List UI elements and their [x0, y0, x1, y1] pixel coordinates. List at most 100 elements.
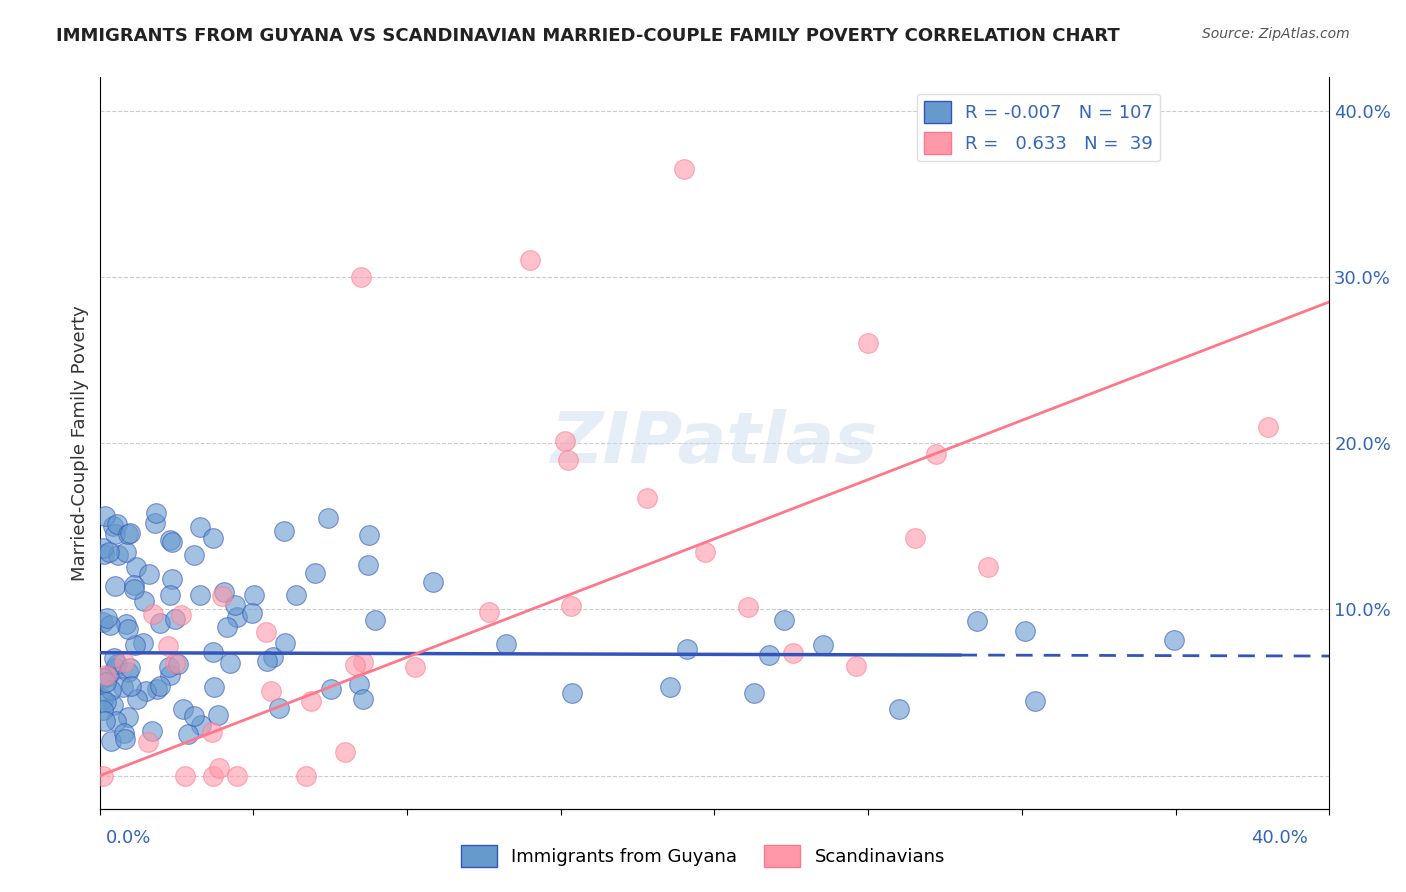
Point [782, 646, 804, 660]
Point [519, 253, 541, 268]
Point [695, 545, 717, 559]
Legend: Immigrants from Guyana, Scandinavians: Immigrants from Guyana, Scandinavians [454, 838, 952, 874]
Point [141, 723, 163, 738]
Point [105, 714, 128, 729]
Point [145, 506, 167, 520]
Point [174, 769, 197, 783]
Point [112, 726, 135, 740]
Point [226, 769, 249, 783]
Point [93, 769, 115, 783]
Point [316, 511, 339, 525]
Point [343, 658, 366, 673]
Point [115, 545, 138, 559]
Point [215, 620, 238, 634]
Point [226, 610, 249, 624]
Point [1014, 624, 1036, 639]
Point [274, 636, 297, 650]
Point [977, 560, 1000, 574]
Point [256, 624, 278, 639]
Point [183, 549, 205, 563]
Point [94, 675, 117, 690]
Point [557, 452, 579, 467]
Point [183, 709, 205, 723]
Point [658, 680, 681, 694]
Point [124, 638, 146, 652]
Point [811, 638, 834, 652]
Point [260, 684, 283, 698]
Point [845, 659, 868, 673]
Point [98, 545, 121, 559]
Point [560, 599, 582, 614]
Point [211, 589, 233, 603]
Point [91, 615, 114, 629]
Point [146, 682, 169, 697]
Point [256, 654, 278, 668]
Point [887, 702, 910, 716]
Point [163, 612, 186, 626]
Y-axis label: Married-Couple Family Poverty: Married-Couple Family Poverty [72, 305, 89, 581]
Point [96, 611, 118, 625]
Point [202, 769, 225, 783]
Point [122, 582, 145, 596]
Point [188, 520, 211, 534]
Point [170, 608, 193, 623]
Point [903, 531, 925, 545]
Point [269, 701, 291, 715]
Point [188, 588, 211, 602]
Point [218, 656, 240, 670]
Text: 0.0%: 0.0% [105, 829, 150, 847]
Point [925, 447, 948, 461]
Point [224, 598, 246, 612]
Point [202, 645, 225, 659]
Point [422, 574, 444, 589]
Point [94, 509, 117, 524]
Point [136, 735, 159, 749]
Point [149, 616, 172, 631]
Point [104, 579, 127, 593]
Point [149, 679, 172, 693]
Point [101, 519, 124, 533]
Point [166, 657, 188, 671]
Point [352, 692, 374, 706]
Point [758, 648, 780, 662]
Point [190, 717, 212, 731]
Point [177, 727, 200, 741]
Point [105, 657, 128, 671]
Point [347, 677, 370, 691]
Point [202, 680, 225, 694]
Point [114, 731, 136, 746]
Point [104, 661, 127, 675]
Point [98, 618, 121, 632]
Point [117, 710, 139, 724]
Point [91, 704, 114, 718]
Point [495, 637, 517, 651]
Point [357, 558, 380, 573]
Point [107, 548, 129, 562]
Point [93, 548, 115, 562]
Point [404, 660, 426, 674]
Point [207, 707, 229, 722]
Point [1163, 633, 1185, 648]
Point [159, 668, 181, 682]
Point [295, 769, 318, 783]
Point [172, 702, 194, 716]
Text: 40.0%: 40.0% [1251, 829, 1308, 847]
Text: Source: ZipAtlas.com: Source: ZipAtlas.com [1202, 27, 1350, 41]
Point [125, 559, 148, 574]
Point [142, 607, 165, 621]
Point [273, 524, 295, 538]
Point [132, 636, 155, 650]
Text: ZIPatlas: ZIPatlas [551, 409, 879, 478]
Point [122, 578, 145, 592]
Point [672, 161, 695, 176]
Point [117, 526, 139, 541]
Point [319, 682, 342, 697]
Point [201, 725, 224, 739]
Point [115, 616, 138, 631]
Point [966, 614, 988, 628]
Point [243, 588, 266, 602]
Point [105, 517, 128, 532]
Point [117, 665, 139, 680]
Point [676, 641, 699, 656]
Point [94, 668, 117, 682]
